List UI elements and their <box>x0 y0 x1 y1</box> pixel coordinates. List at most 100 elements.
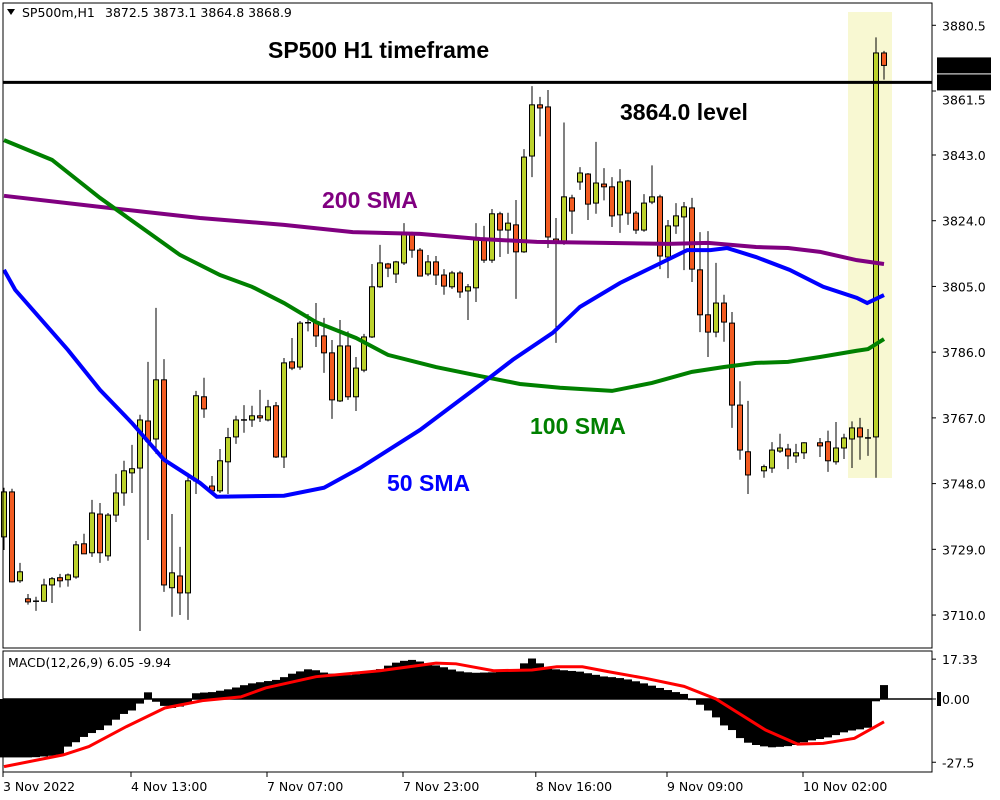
sma100-line <box>3 138 886 393</box>
price-tick-label: 3748.0 <box>942 477 986 492</box>
macd-histogram-bar <box>144 692 152 699</box>
dropdown-triangle-icon[interactable] <box>7 9 15 15</box>
macd-histogram-bar <box>304 669 312 699</box>
candle-bear <box>545 106 551 238</box>
candle-bear <box>441 274 447 287</box>
macd-histogram-bar <box>792 699 800 745</box>
macd-histogram-bar <box>56 699 64 755</box>
ohlc-readout: 3872.5 3873.1 3864.8 3868.9 <box>105 5 292 20</box>
candle-bull <box>369 286 375 338</box>
macd-histogram-bar <box>432 665 440 699</box>
candle-bear <box>817 442 823 447</box>
macd-histogram-bar <box>240 685 248 699</box>
candle-bull <box>377 262 383 288</box>
candle-bear <box>625 180 631 214</box>
macd-histogram-bar <box>376 669 384 699</box>
candle-bull <box>65 574 71 581</box>
macd-histogram-bar <box>696 699 704 705</box>
macd-histogram-bar <box>32 699 40 758</box>
macd-histogram-bar <box>120 699 128 714</box>
candle-bull <box>529 104 535 157</box>
macd-histogram-bar <box>400 660 408 699</box>
macd-histogram-bar <box>856 699 864 730</box>
candle-bull <box>873 52 879 438</box>
macd-histogram-bar <box>512 669 520 699</box>
candle-bull <box>769 449 775 469</box>
macd-histogram-bar <box>416 661 424 699</box>
candle-bear <box>177 575 183 594</box>
candle-bull <box>361 336 367 371</box>
candle-bear <box>721 302 727 323</box>
macd-histogram-bar <box>728 699 736 731</box>
candle-bull <box>105 514 111 557</box>
time-axis: 3 Nov 2022 4 Nov 13:00 7 Nov 07:00 7 Nov 23… <box>2 772 887 794</box>
macd-histogram-bar <box>288 673 296 699</box>
level-price-label-box <box>937 74 991 91</box>
macd-histogram-bar <box>456 671 464 699</box>
candle-bull <box>121 470 127 494</box>
macd-histogram-bar <box>336 674 344 699</box>
macd-histogram-bar <box>200 692 208 699</box>
macd-histogram-bar <box>0 699 8 758</box>
chart-title-annotation: SP500 H1 timeframe <box>268 37 489 63</box>
candle-bear <box>657 196 663 257</box>
macd-histogram-bar <box>280 677 288 699</box>
price-tick-label: 3824.0 <box>942 214 986 229</box>
time-tick-label: 3 Nov 2022 <box>3 779 75 794</box>
macd-histogram-bar <box>464 672 472 699</box>
macd-histogram-bar <box>776 699 784 747</box>
candle-bull <box>249 415 255 421</box>
macd-label: MACD(12,26,9) 6.05 -9.94 <box>8 655 171 670</box>
macd-histogram-bar <box>760 699 768 747</box>
candle-bull <box>265 406 271 421</box>
candle-bear <box>513 224 519 253</box>
candle-bear <box>609 186 615 217</box>
candle-bull <box>73 544 79 578</box>
macd-histogram-bar <box>656 687 664 699</box>
macd-histogram-bar <box>232 687 240 699</box>
macd-histogram-bar <box>808 699 816 741</box>
macd-histogram-bar <box>608 677 616 699</box>
macd-histogram-bar <box>24 699 32 758</box>
candle-bull <box>129 468 135 474</box>
macd-histogram-bar <box>360 672 368 699</box>
macd-histogram-bar <box>104 699 112 726</box>
candle-bear <box>825 441 831 462</box>
candle-bear <box>585 173 591 205</box>
candle-bear <box>417 249 423 277</box>
macd-histogram-bar <box>720 699 728 726</box>
candle-bull <box>337 345 343 402</box>
candle-bear <box>81 543 87 555</box>
macd-histogram-bar <box>584 673 592 699</box>
price-tick-label: 3843.0 <box>942 148 986 163</box>
candle-bull <box>41 584 47 602</box>
candle-bull <box>841 437 847 449</box>
candle-bull <box>393 261 399 275</box>
candle-bull <box>713 302 719 333</box>
time-tick-label: 7 Nov 23:00 <box>403 779 479 794</box>
candle-bear <box>705 314 711 333</box>
candle-bear <box>745 451 751 476</box>
macd-histogram-bar <box>16 699 24 758</box>
macd-histogram-bar <box>160 699 168 706</box>
candle-bear <box>537 104 543 109</box>
price-tick-label: 3786.0 <box>942 345 986 360</box>
macd-histogram-bar <box>488 672 496 699</box>
macd-tick-label: 0.00 <box>942 692 970 707</box>
sma200-annotation: 200 SMA <box>322 187 418 213</box>
macd-histogram-bar <box>64 699 72 747</box>
macd-histogram-bar <box>560 670 568 699</box>
current-price-label: 3868.9 <box>942 58 986 73</box>
macd-histogram-bar <box>672 692 680 699</box>
candle-bull <box>425 261 431 275</box>
macd-histogram-bar <box>552 669 560 699</box>
candle-bear <box>161 379 167 586</box>
candle-bear <box>497 213 503 231</box>
macd-pane: 17.33 0.00 -27.5 <box>0 652 978 770</box>
candle-bull <box>489 213 495 261</box>
macd-histogram-bar <box>8 699 16 758</box>
candle-bull <box>777 447 783 452</box>
macd-histogram-bar <box>848 699 856 731</box>
price-tick-label: 3729.0 <box>942 542 986 557</box>
